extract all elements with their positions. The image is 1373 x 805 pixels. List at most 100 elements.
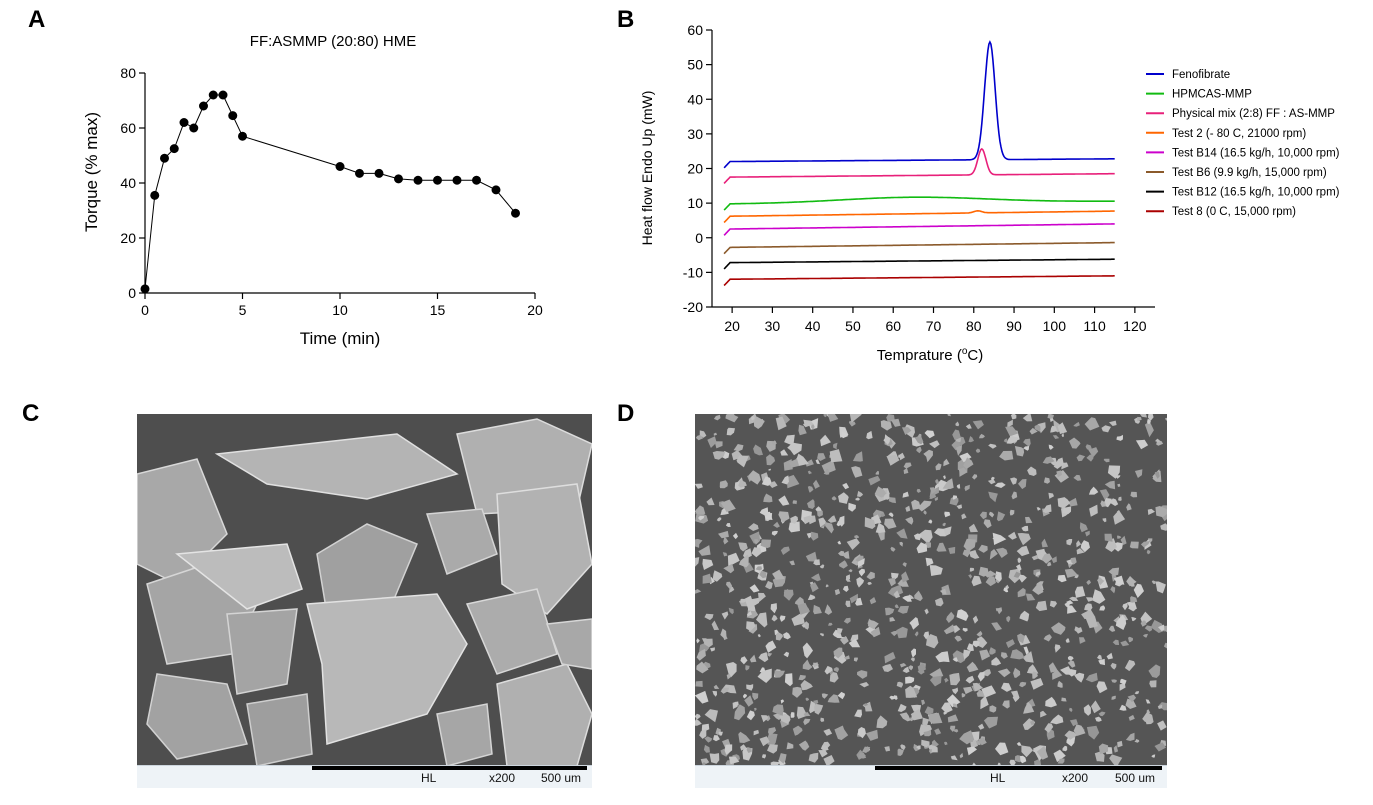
sem-d-particle <box>818 517 827 528</box>
sem-d-particle <box>956 504 962 509</box>
chart-a-data-point <box>238 131 247 141</box>
sem-d-particle <box>1108 567 1120 576</box>
sem-d-particle <box>725 414 739 423</box>
sem-d-particle <box>1146 549 1151 555</box>
sem-d-particle <box>780 699 785 704</box>
sem-d-particle <box>713 414 721 421</box>
sem-d-particle <box>1151 754 1156 758</box>
sem-d-particle <box>969 550 980 559</box>
sem-d-particle <box>1122 602 1128 611</box>
chart-b-x-tick-label: 60 <box>885 318 901 334</box>
sem-d-particle <box>803 718 811 726</box>
sem-d-particle <box>817 510 823 517</box>
sem-d-particle <box>796 706 808 719</box>
sem-d-particle <box>991 622 1002 631</box>
sem-d-particle <box>838 515 845 527</box>
sem-d-particle <box>815 506 822 512</box>
sem-d-particle <box>952 703 958 708</box>
sem-d-particle <box>858 752 867 759</box>
sem-d-particle <box>1053 749 1066 763</box>
sem-d-particle <box>792 725 803 736</box>
sem-d-particle <box>952 625 961 634</box>
sem-d-particle <box>838 492 849 504</box>
sem-d-particle <box>817 453 826 461</box>
sem-d-particle <box>837 691 845 700</box>
sem-d-particle <box>1023 446 1030 451</box>
sem-d-particle <box>959 467 968 477</box>
sem-d-particle <box>1027 466 1037 476</box>
sem-d-particle <box>802 659 813 670</box>
chart-a-data-point <box>511 208 520 218</box>
sem-d-particle <box>824 604 833 615</box>
sem-d-particle <box>749 654 757 663</box>
sem-d-particle <box>1021 745 1033 758</box>
sem-d-particle <box>833 647 843 659</box>
chart-b-series-line <box>723 209 1115 224</box>
sem-d-scale-label: 500 um <box>1115 771 1156 785</box>
sem-d-particle <box>978 737 987 746</box>
sem-d-particle <box>1116 434 1123 441</box>
sem-d-particle <box>848 569 853 573</box>
sem-d-particle <box>1113 745 1119 753</box>
sem-d-particle <box>809 531 819 541</box>
sem-d-particle <box>893 695 898 700</box>
sem-d-particle <box>983 519 992 529</box>
sem-d-particle <box>779 615 786 622</box>
sem-d-particle <box>726 427 735 436</box>
sem-d-particle <box>1057 680 1063 688</box>
sem-d-particle <box>746 747 752 753</box>
sem-d-particle <box>928 712 943 724</box>
sem-d-particle <box>1067 655 1074 661</box>
sem-d-particle <box>900 744 906 751</box>
sem-d-particle <box>970 739 978 749</box>
sem-d-particle <box>880 420 892 431</box>
sem-d-particle <box>789 560 795 566</box>
sem-c-code: HL <box>421 771 437 785</box>
sem-d-particle <box>934 728 942 735</box>
sem-d-particle <box>771 440 777 446</box>
sem-d-particle <box>1034 424 1041 432</box>
sem-d-particle <box>712 451 726 460</box>
sem-d-particle <box>813 662 819 668</box>
sem-d-particle <box>965 423 972 429</box>
sem-d-particle <box>859 682 870 688</box>
sem-d-particle <box>788 521 800 533</box>
sem-d-particle <box>811 423 815 431</box>
panel-label-a: A <box>28 6 46 33</box>
sem-d-particle <box>713 735 720 742</box>
sem-d-particle <box>965 675 975 684</box>
sem-d-particle <box>934 496 938 501</box>
sem-d-particle <box>766 454 776 466</box>
sem-d-particle <box>850 634 859 642</box>
sem-d-particle <box>954 635 963 642</box>
sem-d-particle <box>757 634 761 638</box>
sem-d-particle <box>780 449 789 456</box>
sem-d-particle <box>1073 724 1086 736</box>
sem-d-particle <box>1109 420 1117 426</box>
sem-d-particle <box>886 454 900 466</box>
sem-d-particle <box>905 516 914 525</box>
sem-d-particle <box>1061 697 1067 702</box>
sem-d-particle <box>1017 557 1022 564</box>
chart-b-series-line <box>723 223 1115 236</box>
sem-d-particle <box>977 636 988 648</box>
sem-d-particle <box>1117 483 1121 487</box>
chart-a-title: FF:ASMMP (20:80) HME <box>250 33 416 50</box>
sem-d-particle <box>813 559 820 566</box>
sem-d-particle <box>827 694 840 703</box>
sem-d-particle <box>792 500 797 505</box>
sem-d-particle <box>772 569 785 580</box>
sem-d-particle <box>1108 625 1116 632</box>
sem-d-particle <box>943 711 947 715</box>
sem-d-particle <box>754 707 757 712</box>
sem-d-magnification: x200 <box>1062 771 1089 785</box>
sem-d-particle <box>875 522 886 534</box>
sem-d-particle <box>1163 642 1167 649</box>
sem-d-particle <box>1126 503 1132 511</box>
sem-d-particle <box>696 648 706 661</box>
sem-d-particle <box>992 532 1007 545</box>
sem-d-particle <box>827 414 839 422</box>
sem-d-particle <box>951 687 959 695</box>
chart-b-x-tick-label: 40 <box>805 318 821 334</box>
sem-d-particle <box>949 725 956 732</box>
